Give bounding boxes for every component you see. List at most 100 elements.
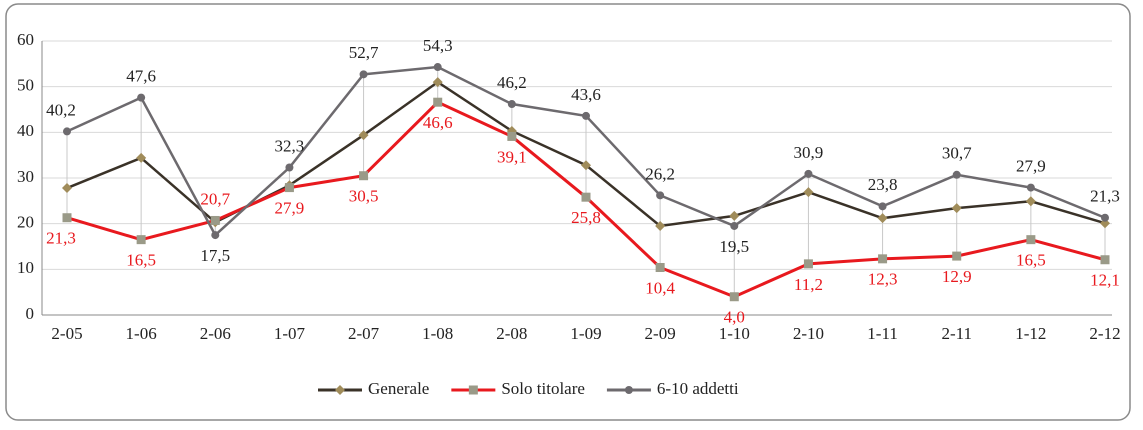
marker	[951, 203, 962, 214]
marker	[729, 210, 740, 221]
data-label: 30,7	[942, 144, 972, 163]
x-tick-label: 2-11	[941, 324, 972, 343]
y-tick-label: 40	[17, 121, 34, 140]
data-label: 46,2	[497, 73, 527, 92]
y-tick-label: 50	[17, 76, 34, 95]
marker	[581, 192, 591, 202]
marker	[507, 131, 517, 141]
legend-marker	[468, 385, 478, 395]
marker	[63, 127, 71, 136]
legend-label: 6-10 addetti	[657, 379, 739, 398]
marker	[432, 77, 443, 88]
x-tick-label: 1-10	[719, 324, 750, 343]
legend-marker	[624, 386, 633, 394]
data-label: 46,6	[423, 113, 453, 132]
legend-marker	[335, 385, 345, 395]
data-label: 16,5	[126, 251, 156, 270]
data-label: 39,1	[497, 147, 527, 166]
marker	[358, 130, 369, 141]
y-tick-label: 60	[17, 30, 34, 49]
data-label: 11,2	[794, 275, 823, 294]
data-label: 30,5	[349, 187, 379, 206]
x-tick-label: 2-10	[793, 324, 824, 343]
marker	[878, 202, 887, 211]
x-tick-label: 2-08	[496, 324, 527, 343]
marker	[507, 100, 516, 109]
legend-label: Generale	[368, 379, 429, 398]
data-label: 20,7	[200, 189, 230, 208]
y-tick-label: 30	[17, 167, 34, 186]
data-label: 12,3	[868, 270, 898, 289]
marker	[137, 93, 146, 102]
x-tick-label: 2-07	[348, 324, 380, 343]
marker	[359, 70, 368, 79]
marker	[582, 111, 590, 120]
marker	[804, 169, 813, 178]
marker	[1026, 235, 1036, 245]
data-label: 21,3	[46, 229, 76, 248]
marker	[730, 221, 739, 230]
marker	[1100, 255, 1110, 265]
marker	[877, 213, 888, 224]
marker	[433, 63, 442, 72]
data-label: 25,8	[571, 208, 601, 227]
data-label: 27,9	[275, 198, 305, 217]
marker	[878, 254, 888, 264]
marker	[1025, 196, 1036, 207]
data-label: 4,0	[724, 308, 745, 327]
x-tick-label: 1-06	[126, 324, 157, 343]
y-tick-label: 20	[17, 213, 34, 232]
legend-label: Solo titolare	[501, 379, 585, 398]
marker	[284, 183, 294, 193]
x-tick-label: 1-11	[867, 324, 898, 343]
marker	[136, 235, 146, 245]
data-label: 19,5	[719, 237, 749, 256]
marker	[136, 152, 147, 163]
x-tick-label: 2-05	[51, 324, 82, 343]
marker	[952, 251, 962, 261]
data-label: 52,7	[349, 43, 379, 62]
marker	[803, 259, 813, 269]
data-label: 21,3	[1090, 187, 1120, 206]
data-label: 12,1	[1090, 271, 1120, 290]
x-tick-label: 1-12	[1015, 324, 1046, 343]
marker	[211, 231, 220, 240]
x-tick-label: 2-06	[200, 324, 231, 343]
x-tick-label: 2-09	[645, 324, 676, 343]
data-label: 12,9	[942, 267, 972, 286]
marker	[656, 191, 665, 200]
marker	[62, 183, 72, 194]
data-label: 10,4	[645, 278, 675, 297]
x-tick-label: 2-12	[1089, 324, 1120, 343]
marker	[655, 220, 666, 231]
marker	[359, 171, 369, 181]
x-tick-label: 1-09	[570, 324, 601, 343]
data-label: 17,5	[200, 246, 230, 265]
marker	[581, 160, 591, 171]
data-label: 47,6	[126, 67, 156, 86]
marker	[210, 215, 220, 225]
marker	[803, 187, 814, 198]
data-label: 43,6	[571, 85, 601, 104]
x-tick-label: 1-07	[274, 324, 306, 343]
data-label: 27,9	[1016, 156, 1046, 175]
marker	[729, 292, 739, 302]
data-label: 16,5	[1016, 251, 1046, 270]
marker	[433, 97, 443, 107]
data-label: 54,3	[423, 36, 453, 55]
data-label: 40,2	[46, 100, 76, 119]
marker	[1101, 213, 1109, 222]
marker	[655, 263, 665, 273]
marker	[952, 170, 961, 179]
x-tick-label: 1-08	[422, 324, 453, 343]
data-label: 23,8	[868, 175, 898, 194]
marker	[285, 163, 294, 172]
chart-frame	[5, 3, 1131, 421]
data-label: 26,2	[645, 164, 675, 183]
data-label: 32,3	[275, 136, 305, 155]
data-label: 30,9	[794, 143, 824, 162]
marker	[62, 213, 72, 223]
y-tick-label: 0	[26, 304, 35, 323]
y-tick-label: 10	[17, 258, 34, 277]
